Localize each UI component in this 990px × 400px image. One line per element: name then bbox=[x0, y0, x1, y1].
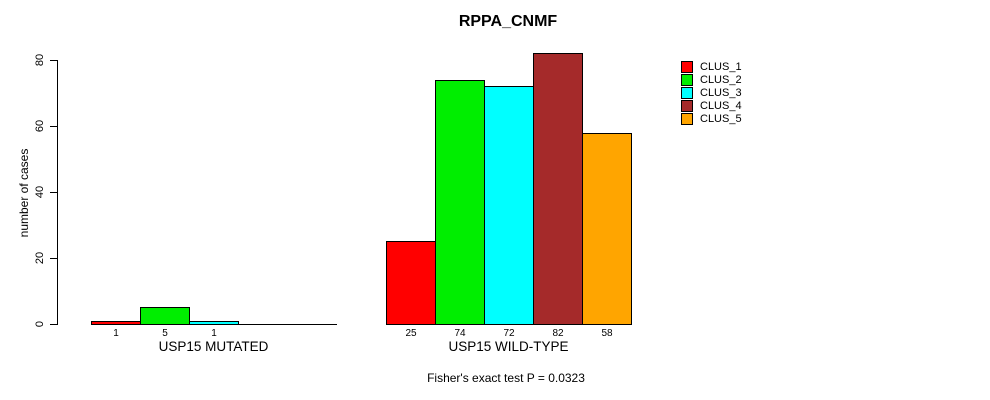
legend-label-clus_2: CLUS_2 bbox=[700, 74, 742, 86]
x-group-label-2: USP15 WILD-TYPE bbox=[448, 339, 569, 354]
bar-value-label: 5 bbox=[162, 328, 168, 339]
legend-swatch-clus_1 bbox=[681, 61, 693, 73]
legend-swatch-clus_2 bbox=[681, 74, 693, 86]
y-tick-40 bbox=[50, 192, 57, 193]
x-group-label-1: USP15 MUTATED bbox=[158, 339, 269, 354]
y-tick-label-60: 60 bbox=[34, 119, 46, 133]
bar-clus_2-group-2 bbox=[435, 80, 485, 325]
bar-value-label: 58 bbox=[601, 328, 613, 339]
legend-label-clus_5: CLUS_5 bbox=[700, 113, 742, 125]
chart-title: RPPA_CNMF bbox=[458, 13, 558, 30]
fisher-test-annotation: Fisher's exact test P = 0.0323 bbox=[427, 371, 585, 385]
legend-label-clus_3: CLUS_3 bbox=[700, 87, 742, 99]
bar-value-label: 25 bbox=[405, 328, 417, 339]
bar-value-label: 1 bbox=[211, 328, 217, 339]
bar-clus_2-group-1 bbox=[140, 307, 190, 325]
y-tick-label-80: 80 bbox=[34, 53, 46, 67]
bar-clus_5-group-2 bbox=[582, 133, 632, 325]
bar-clus_3-group-1 bbox=[189, 321, 239, 325]
y-tick-0 bbox=[50, 324, 57, 325]
legend-label-clus_1: CLUS_1 bbox=[700, 61, 742, 73]
bar-clus_1-group-1 bbox=[91, 321, 141, 325]
y-tick-60 bbox=[50, 126, 57, 127]
legend-swatch-clus_4 bbox=[681, 100, 693, 112]
y-tick-label-40: 40 bbox=[34, 185, 46, 199]
y-tick-label-20: 20 bbox=[34, 251, 46, 265]
y-axis-label: number of cases bbox=[17, 148, 31, 238]
legend-swatch-clus_5 bbox=[681, 113, 693, 125]
bar-value-label: 72 bbox=[503, 328, 515, 339]
bar-clus_1-group-2 bbox=[386, 241, 436, 325]
y-axis-line bbox=[57, 60, 58, 325]
bar-value-label: 1 bbox=[113, 328, 119, 339]
y-tick-80 bbox=[50, 60, 57, 61]
bar-clus_3-group-2 bbox=[484, 86, 534, 325]
legend-swatch-clus_3 bbox=[681, 87, 693, 99]
y-tick-20 bbox=[50, 258, 57, 259]
y-tick-label-0: 0 bbox=[34, 320, 46, 328]
bar-value-label: 74 bbox=[454, 328, 466, 339]
bar-value-label: 82 bbox=[552, 328, 564, 339]
legend-label-clus_4: CLUS_4 bbox=[700, 100, 742, 112]
bar-clus_4-group-2 bbox=[533, 53, 583, 325]
